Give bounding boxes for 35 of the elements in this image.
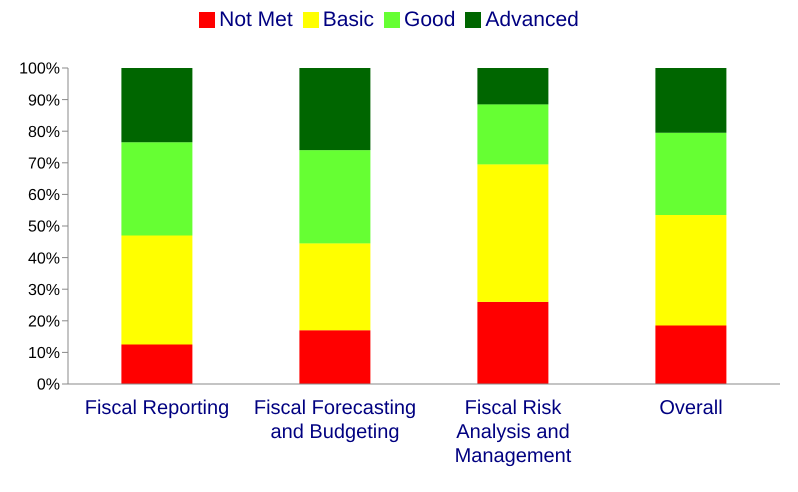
y-tick-label: 70%	[28, 155, 60, 172]
y-tick-label: 60%	[28, 187, 60, 204]
y-tick-label: 40%	[28, 250, 60, 268]
bar	[655, 68, 726, 133]
y-tick-label: 50%	[28, 218, 60, 236]
y-tick-label: 100%	[19, 60, 60, 78]
y-tick-label: 80%	[28, 124, 60, 141]
bar	[299, 243, 370, 330]
y-tick-label: 30%	[28, 282, 60, 299]
x-tick-label: Fiscal Risk Analysis and Management	[454, 397, 572, 467]
bar	[299, 68, 370, 150]
x-tick-label: Overall	[659, 397, 723, 419]
bar	[477, 68, 548, 104]
bar	[299, 330, 370, 384]
y-tick-label: 0%	[36, 376, 60, 394]
bar	[477, 104, 548, 164]
bar	[121, 142, 192, 236]
legend-label: Good	[404, 8, 456, 31]
bar	[121, 235, 192, 344]
y-tick-label: 20%	[28, 313, 60, 330]
bar	[299, 150, 370, 244]
bar	[477, 302, 548, 384]
legend-label: Advanced	[485, 8, 579, 31]
y-tick-label: 90%	[28, 92, 60, 110]
legend-label: Not Met	[219, 8, 293, 31]
bar	[655, 326, 726, 384]
legend-label: Basic	[322, 8, 374, 31]
bar	[121, 344, 192, 384]
bar	[477, 164, 548, 302]
bar	[655, 132, 726, 215]
x-tick-label: Fiscal Reporting	[84, 397, 230, 419]
x-tick-label: Fiscal Forecasting and Budgeting	[254, 397, 416, 443]
y-tick-label: 10%	[28, 345, 60, 362]
bar	[121, 68, 192, 142]
bar	[655, 214, 726, 326]
